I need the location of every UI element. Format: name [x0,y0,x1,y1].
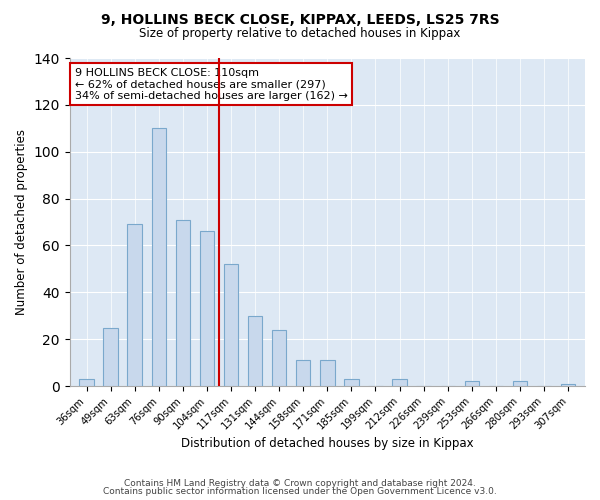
Text: Contains public sector information licensed under the Open Government Licence v3: Contains public sector information licen… [103,487,497,496]
Bar [103,328,118,386]
Bar [561,384,575,386]
Bar [127,224,142,386]
Bar [296,360,310,386]
Bar [392,379,407,386]
Bar [464,382,479,386]
Bar [272,330,286,386]
Text: Contains HM Land Registry data © Crown copyright and database right 2024.: Contains HM Land Registry data © Crown c… [124,478,476,488]
Bar [152,128,166,386]
Bar [320,360,335,386]
X-axis label: Distribution of detached houses by size in Kippax: Distribution of detached houses by size … [181,437,473,450]
Bar [248,316,262,386]
Bar [344,379,359,386]
Text: 9 HOLLINS BECK CLOSE: 110sqm
← 62% of detached houses are smaller (297)
34% of s: 9 HOLLINS BECK CLOSE: 110sqm ← 62% of de… [75,68,347,101]
Bar [224,264,238,386]
Y-axis label: Number of detached properties: Number of detached properties [15,129,28,315]
Bar [79,379,94,386]
Text: Size of property relative to detached houses in Kippax: Size of property relative to detached ho… [139,28,461,40]
Bar [513,382,527,386]
Bar [176,220,190,386]
Text: 9, HOLLINS BECK CLOSE, KIPPAX, LEEDS, LS25 7RS: 9, HOLLINS BECK CLOSE, KIPPAX, LEEDS, LS… [101,12,499,26]
Bar [200,232,214,386]
